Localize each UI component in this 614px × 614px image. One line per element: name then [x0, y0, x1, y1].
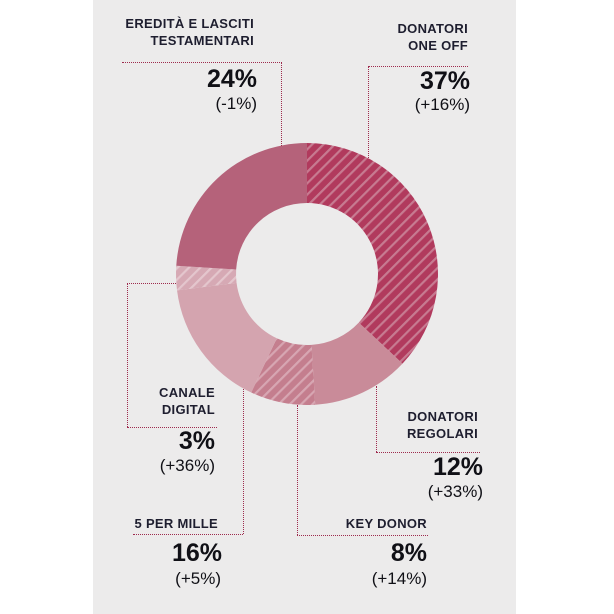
callout-value-canale-digital: 3% — [178, 427, 215, 455]
callout-label-line: EREDITÀ E LASCITI — [125, 16, 254, 31]
callout-label-one-off: DONATORI ONE OFF — [397, 20, 468, 54]
callout-line-eredita-horizontal — [122, 62, 282, 63]
donut-slice-donatori-regolari — [311, 322, 403, 405]
callout-line-canale-underline — [127, 427, 217, 428]
callout-label-line: DONATORI — [407, 409, 478, 424]
callout-line-cinque-vertical — [243, 389, 244, 534]
callout-label-line: CANALE — [159, 385, 215, 400]
callout-label-line: 5 PER MILLE — [134, 516, 218, 531]
callout-value-key-donor: 8% — [390, 539, 427, 567]
chart-panel-background — [93, 0, 516, 614]
callout-change-eredita: (-1%) — [215, 94, 257, 113]
callout-label-line: REGOLARI — [406, 426, 478, 441]
callout-label-line: DONATORI — [397, 21, 468, 36]
callout-line-cinque-underline — [133, 534, 243, 535]
callout-value-cinque-per-mille: 16% — [171, 539, 222, 567]
callout-value-regolari: 12% — [432, 453, 483, 481]
callout-label-key-donor: KEY DONOR — [346, 515, 427, 532]
callout-line-regolari-underline — [376, 452, 480, 453]
callout-change-key-donor: (+14%) — [371, 569, 427, 588]
callout-label-line: TESTAMENTARI — [150, 33, 254, 48]
callout-line-key-donor-underline — [297, 535, 428, 536]
callout-line-one-off-vertical — [368, 66, 369, 158]
donut-chart — [175, 143, 438, 405]
callout-label-eredita: EREDITÀ E LASCITI TESTAMENTARI — [125, 15, 254, 49]
callout-label-line: ONE OFF — [408, 38, 468, 53]
callout-line-key-donor-vertical — [297, 405, 298, 535]
callout-change-cinque-per-mille: (+5%) — [175, 569, 221, 588]
callout-label-line: KEY DONOR — [345, 516, 427, 531]
callout-line-canale-vertical — [127, 283, 128, 427]
callout-label-line: DIGITAL — [161, 402, 215, 417]
donut-slice-cinque-per-mille — [177, 282, 277, 393]
donut-slice-key-donor — [251, 338, 316, 405]
callout-value-eredita: 24% — [206, 65, 257, 93]
callout-line-canale-top — [127, 283, 176, 284]
callout-change-canale-digital: (+36%) — [159, 456, 215, 475]
callout-label-canale-digital: CANALE DIGITAL — [159, 384, 215, 418]
donut-slice-eredita-lasciti — [176, 143, 307, 270]
callout-value-one-off: 37% — [419, 67, 470, 95]
callout-label-cinque-per-mille: 5 PER MILLE — [135, 515, 218, 532]
callout-label-regolari: DONATORI REGOLARI — [407, 408, 478, 442]
callout-line-regolari-vertical — [376, 386, 377, 452]
callout-change-regolari: (+33%) — [427, 482, 483, 501]
callout-line-one-off-horizontal — [368, 66, 468, 67]
callout-line-eredita-vertical — [281, 62, 282, 146]
donut-slice-canale-digital — [175, 265, 237, 291]
callout-change-one-off: (+16%) — [414, 95, 470, 114]
donut-slice-donatori-one-off — [307, 143, 438, 364]
